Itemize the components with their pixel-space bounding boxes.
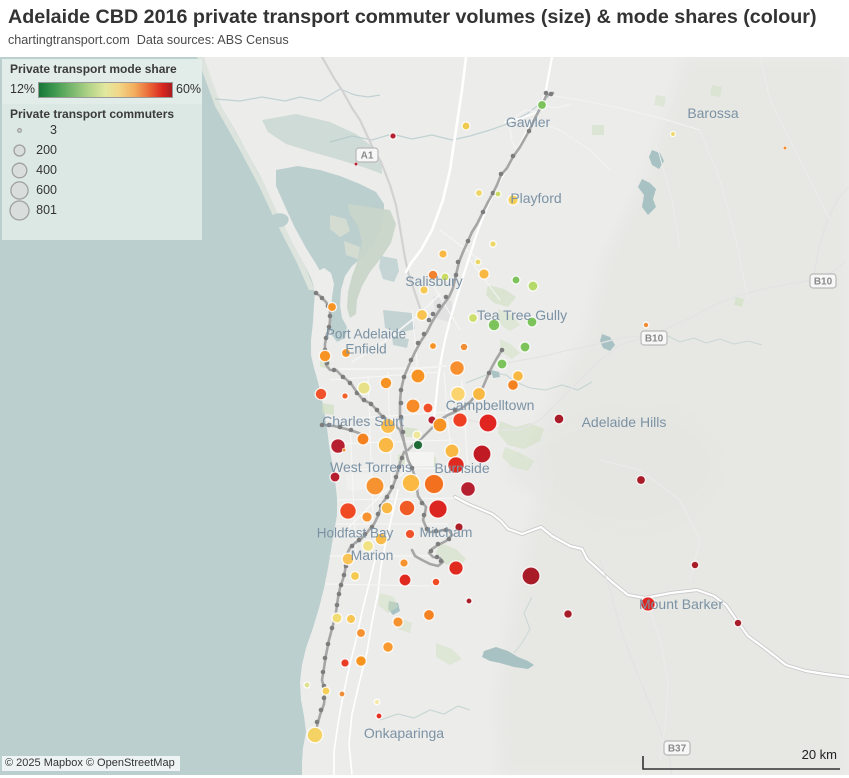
svg-text:Tea Tree Gully: Tea Tree Gully — [477, 307, 567, 323]
svg-text:Port Adelaide: Port Adelaide — [326, 327, 406, 342]
svg-text:B37: B37 — [668, 744, 687, 755]
svg-text:Campbelltown: Campbelltown — [446, 397, 535, 413]
svg-text:Barossa: Barossa — [687, 105, 739, 121]
svg-text:Onkaparinga: Onkaparinga — [364, 725, 444, 741]
svg-text:Marion: Marion — [351, 547, 394, 563]
svg-text:Enfield: Enfield — [345, 342, 386, 357]
svg-text:Salisbury: Salisbury — [405, 273, 463, 289]
svg-text:Burnside: Burnside — [434, 460, 489, 476]
svg-text:Mitcham: Mitcham — [420, 524, 473, 540]
svg-text:B10: B10 — [814, 277, 833, 288]
svg-text:Charles Sturt: Charles Sturt — [322, 413, 404, 429]
svg-text:Adelaide Hills: Adelaide Hills — [582, 414, 667, 430]
svg-text:West Torrens: West Torrens — [330, 459, 412, 475]
svg-text:A1: A1 — [361, 151, 374, 162]
svg-text:Mount Barker: Mount Barker — [639, 596, 723, 612]
svg-text:Holdfast Bay: Holdfast Bay — [317, 526, 394, 541]
svg-text:B10: B10 — [645, 334, 664, 345]
svg-text:Playford: Playford — [510, 190, 561, 206]
svg-text:Gawler: Gawler — [506, 114, 551, 130]
